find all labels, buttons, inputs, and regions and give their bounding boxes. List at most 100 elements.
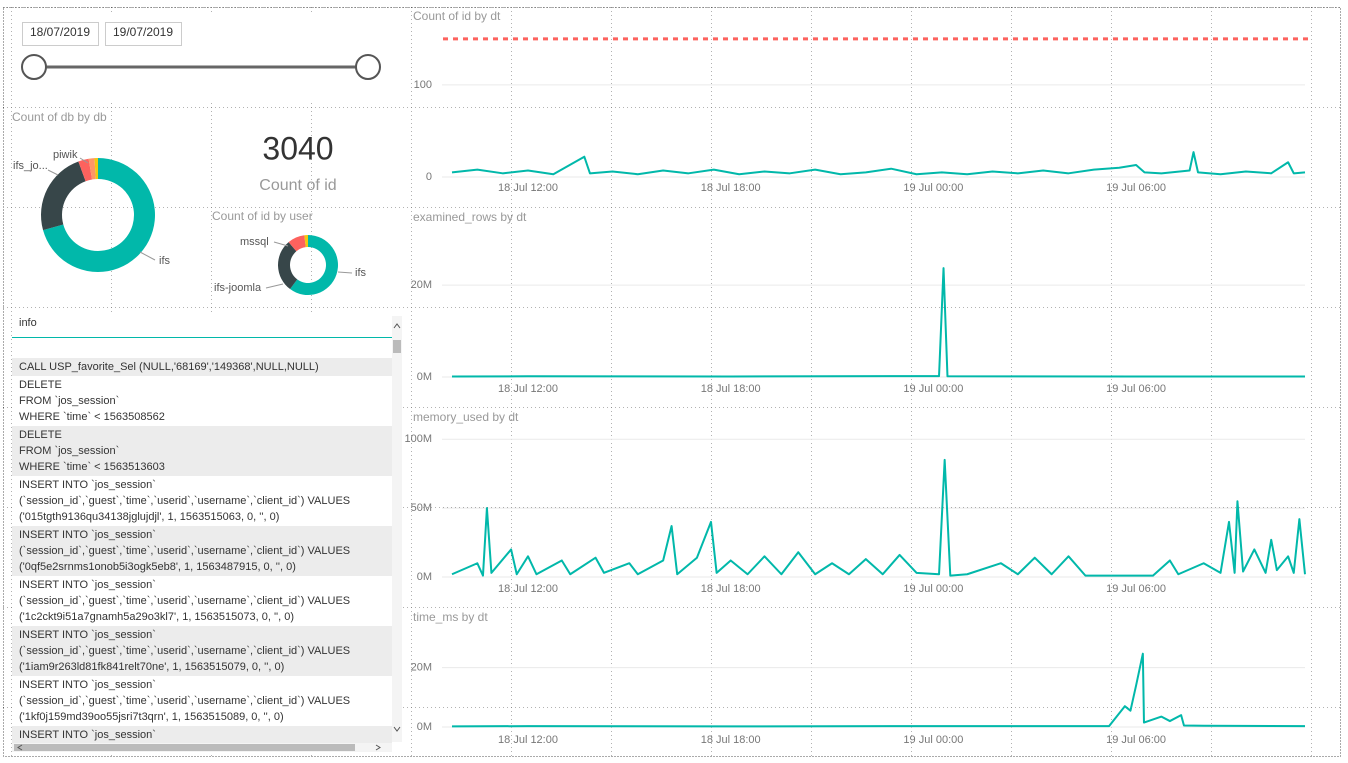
cell-text: INSERT INTO `jos_session`	[19, 629, 156, 641]
cell-text: ('0qf5e2srnms1onob5i3ogk5eb8', 1, 156348…	[19, 561, 296, 573]
x-tick-label: 18 Jul 12:00	[498, 383, 558, 395]
slice-label: ifs_jo...	[13, 160, 48, 172]
cell-text: (`session_id`,`guest`,`time`,`userid`,`u…	[19, 645, 350, 657]
x-tick-label: 18 Jul 12:00	[498, 583, 558, 595]
y-tick-label: 0	[426, 171, 432, 183]
y-tick-label: 0M	[417, 371, 432, 383]
table-row[interactable]	[12, 358, 392, 376]
donut-slice[interactable]	[78, 158, 93, 182]
slice-label: ifs	[159, 255, 171, 267]
card-value: 3040	[262, 130, 333, 166]
cell-text: (`session_id`,`guest`,`time`,`userid`,`u…	[19, 495, 350, 507]
chart-title: Count of id by dt	[413, 9, 501, 23]
x-tick-label: 19 Jul 06:00	[1106, 734, 1166, 746]
table-header[interactable]: info	[19, 317, 37, 329]
cell-text: WHERE `time` < 1563513603	[19, 461, 165, 473]
scroll-right[interactable]	[375, 744, 381, 751]
donut-slice[interactable]	[41, 161, 86, 231]
leader-line	[337, 271, 353, 274]
date-box[interactable]	[105, 22, 182, 46]
data-line	[451, 652, 1306, 728]
date-box[interactable]	[22, 22, 99, 46]
y-tick-label: 100M	[404, 433, 432, 445]
table-row[interactable]	[12, 426, 392, 476]
donut-slice[interactable]	[43, 158, 155, 272]
donut-slice[interactable]	[88, 158, 96, 180]
cell-text: FROM `jos_session`	[19, 395, 119, 407]
table-body: CALL USP_favorite_Sel (NULL,'68169','149…	[12, 358, 392, 744]
y-tick-label: 0M	[417, 571, 432, 583]
slice-label: mssql	[240, 236, 269, 248]
x-tick-label: 19 Jul 06:00	[1106, 583, 1166, 595]
cell-text: INSERT INTO `jos_session`	[19, 529, 156, 541]
data-line	[451, 151, 1306, 176]
table-row[interactable]	[12, 476, 392, 526]
cell-text: ('1kf0j159md39oo55jsri7t3qrn', 1, 156351…	[19, 711, 284, 723]
table-row[interactable]	[12, 526, 392, 576]
x-tick-label: 19 Jul 00:00	[903, 583, 963, 595]
donut-slice[interactable]	[278, 242, 298, 290]
slider-handle[interactable]	[21, 54, 47, 80]
data-line	[451, 267, 1306, 378]
chart-title: Count of id by user	[212, 209, 313, 223]
x-tick-label: 19 Jul 06:00	[1106, 383, 1166, 395]
cell-text: INSERT INTO `jos_session`	[19, 479, 156, 491]
donut-slice[interactable]	[290, 235, 338, 296]
leader-line	[139, 251, 156, 261]
cell-text: ('1iam9r263ld81fk841relt70ne', 1, 156351…	[19, 661, 284, 673]
x-tick-label: 18 Jul 18:00	[701, 734, 761, 746]
page-border	[3, 7, 1341, 757]
chart-title: examined_rows by dt	[413, 210, 527, 224]
chart-title: time_ms by dt	[413, 610, 488, 624]
slice-label: ifs-joomla	[214, 282, 262, 294]
donut-slice[interactable]	[94, 158, 98, 180]
data-line	[451, 458, 1306, 577]
x-tick-label: 18 Jul 18:00	[701, 583, 761, 595]
v-scroll-thumb[interactable]	[393, 340, 401, 353]
table-row[interactable]	[12, 376, 392, 426]
leader-line	[47, 169, 59, 176]
cell-text: DELETE	[19, 379, 62, 391]
h-scroll-thumb[interactable]	[14, 744, 355, 751]
chart-title: memory_used by dt	[413, 410, 519, 424]
slice-label: ifs	[355, 267, 367, 279]
cell-text: ('1c2ckt9i51a7gnamh5a29o3kl7', 1, 156351…	[19, 611, 294, 623]
x-tick-label: 19 Jul 00:00	[903, 182, 963, 194]
cell-text: INSERT INTO `jos_session`	[19, 729, 156, 741]
cell-text: CALL USP_favorite_Sel (NULL,'68169','149…	[19, 361, 319, 373]
table-row[interactable]	[12, 626, 392, 676]
leader-line	[265, 283, 284, 289]
x-tick-label: 18 Jul 18:00	[701, 383, 761, 395]
chart-title: Count of db by db	[12, 110, 107, 124]
x-tick-label: 19 Jul 00:00	[903, 734, 963, 746]
card-label: Count of id	[259, 177, 336, 194]
scroll-left[interactable]	[17, 744, 23, 751]
table-row[interactable]	[12, 576, 392, 626]
table-row[interactable]	[12, 676, 392, 726]
y-tick-label: 50M	[411, 502, 432, 514]
cell-text: ('015tgth9136qu34138jglujdjl', 1, 156351…	[19, 511, 279, 523]
cell-text: (`session_id`,`guest`,`time`,`userid`,`u…	[19, 695, 350, 707]
x-tick-label: 19 Jul 00:00	[903, 383, 963, 395]
x-tick-label: 18 Jul 12:00	[498, 182, 558, 194]
cell-text: FROM `jos_session`	[19, 445, 119, 457]
x-tick-label: 18 Jul 18:00	[701, 182, 761, 194]
slider-handle[interactable]	[355, 54, 381, 80]
x-tick-label: 18 Jul 12:00	[498, 734, 558, 746]
slicer-start[interactable]: 18/07/2019	[30, 25, 90, 39]
cell-text: INSERT INTO `jos_session`	[19, 679, 156, 691]
donut-slice[interactable]	[304, 235, 308, 248]
slice-label: piwik	[53, 149, 78, 161]
cell-text: WHERE `time` < 1563508562	[19, 411, 165, 423]
donut-slice[interactable]	[288, 235, 306, 252]
y-tick-label: 0M	[417, 721, 432, 733]
leader-line	[79, 157, 89, 164]
scroll-down[interactable]	[393, 726, 401, 732]
slicer-end[interactable]: 19/07/2019	[113, 25, 173, 39]
x-tick-label: 19 Jul 06:00	[1106, 182, 1166, 194]
cell-text: INSERT INTO `jos_session`	[19, 579, 156, 591]
v-scrollbar[interactable]	[392, 316, 402, 742]
table-row[interactable]	[12, 726, 392, 744]
scroll-up[interactable]	[393, 323, 401, 329]
